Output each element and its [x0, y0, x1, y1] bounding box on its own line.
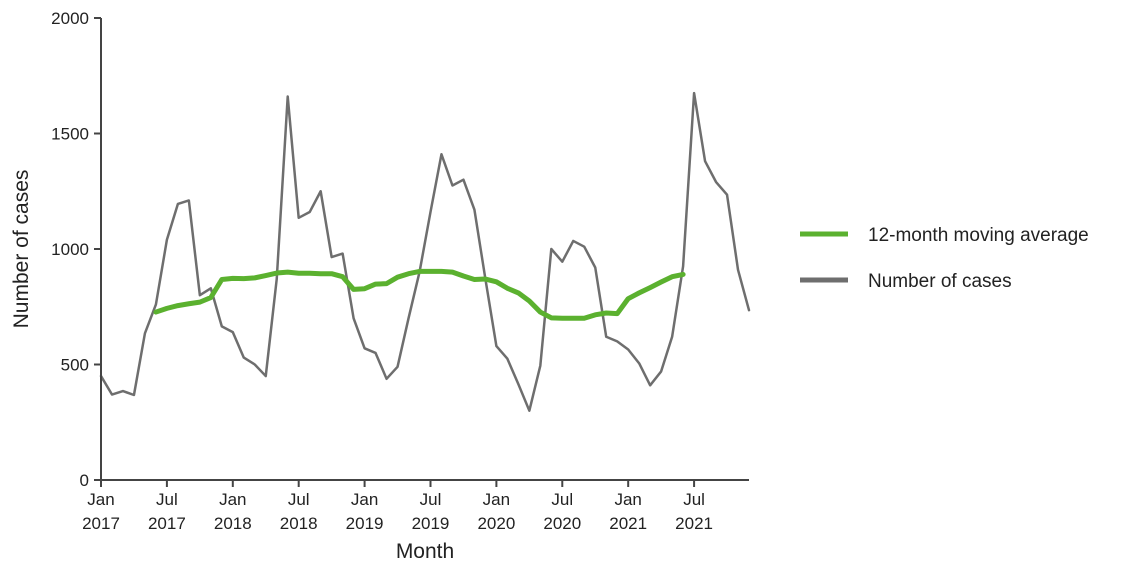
x-tick-label-month: Jan: [614, 490, 641, 509]
legend-label: Number of cases: [868, 271, 1012, 292]
y-tick-label: 0: [80, 471, 89, 490]
x-tick-label-year: 2021: [675, 514, 713, 533]
legend-item: 12-month moving average: [800, 225, 1089, 246]
x-tick-label-month: Jan: [219, 490, 246, 509]
y-tick-label: 1000: [51, 240, 89, 259]
x-tick-label-year: 2020: [543, 514, 581, 533]
plot-area: [99, 91, 751, 412]
x-tick-label-year: 2019: [346, 514, 384, 533]
x-tick-label-year: 2017: [148, 514, 186, 533]
cases-line: [99, 91, 751, 412]
x-tick-label-year: 2018: [280, 514, 318, 533]
x-tick-label-month: Jul: [156, 490, 178, 509]
x-tick-label-month: Jul: [683, 490, 705, 509]
x-tick-label-month: Jul: [551, 490, 573, 509]
y-axis-ticks: 0 500 1000 1500 2000: [51, 9, 101, 490]
legend-item: Number of cases: [800, 271, 1012, 292]
x-tick-label-month: Jan: [483, 490, 510, 509]
x-axis-ticks: Jan 2017 Jul 2017 Jan 2018 Jul 2018 Jan 2019 Jul 20…: [82, 480, 713, 533]
x-tick-label-year: 2020: [477, 514, 515, 533]
legend: 12-month moving average Number of cases: [800, 225, 1089, 292]
moving-average-line: [153, 268, 686, 321]
moving-average-series: [153, 268, 686, 321]
x-tick-label-year: 2019: [412, 514, 450, 533]
cases-series: [99, 91, 751, 412]
x-tick-label-month: Jan: [351, 490, 378, 509]
x-axis-label: Month: [396, 540, 454, 563]
y-axis-label: Number of cases: [10, 170, 33, 329]
x-tick-label-month: Jul: [288, 490, 310, 509]
axes: 0 500 1000 1500 2000 Jan 2017 Jul 2017 Jan 2018 Ju…: [51, 9, 749, 533]
x-tick-label-month: Jul: [420, 490, 442, 509]
y-tick-label: 2000: [51, 9, 89, 28]
y-tick-label: 1500: [51, 125, 89, 144]
y-tick-label: 500: [61, 356, 89, 375]
x-tick-label-year: 2018: [214, 514, 252, 533]
x-tick-label-month: Jan: [87, 490, 114, 509]
legend-label: 12-month moving average: [868, 225, 1089, 246]
x-tick-label-year: 2017: [82, 514, 120, 533]
x-tick-label-year: 2021: [609, 514, 647, 533]
